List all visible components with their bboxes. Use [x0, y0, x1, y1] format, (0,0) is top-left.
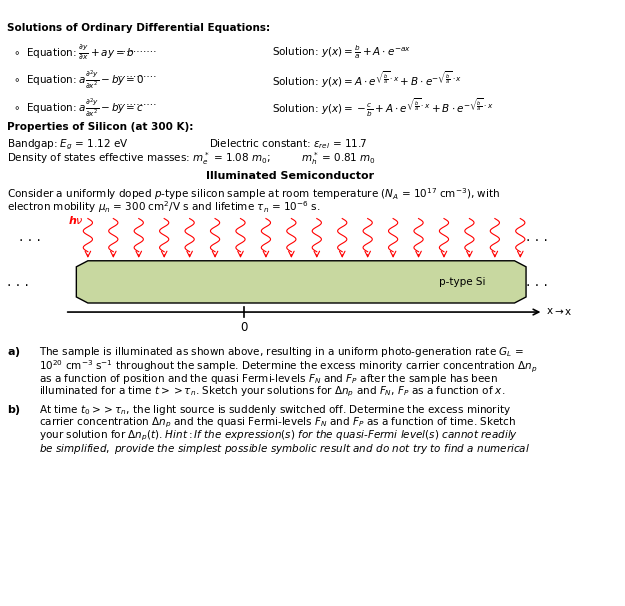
Text: Dielectric constant: $\varepsilon_{rel}$ = 11.7: Dielectric constant: $\varepsilon_{rel}$… [209, 137, 368, 151]
Text: $\mathbf{a)}$: $\mathbf{a)}$ [7, 345, 21, 359]
Text: x: x [546, 307, 552, 316]
Text: your solution for $\Delta n_p(t)$. $\mathit{Hint: If\ the\ expression(s)\ for\ t: your solution for $\Delta n_p(t)$. $\mat… [39, 429, 518, 444]
Text: as a function of position and the quasi Fermi-levels $F_N$ and $F_P$ after the s: as a function of position and the quasi … [39, 371, 498, 386]
Text: ............: ............ [117, 69, 158, 79]
Text: electron mobility $\mu_n$ = 300 cm$^2$/V s and lifetime $\tau_n$ = $10^{-6}$ s.: electron mobility $\mu_n$ = 300 cm$^2$/V… [7, 199, 321, 215]
Text: ............: ............ [117, 97, 158, 107]
Text: $m^*_h$ = 0.81 $m_0$: $m^*_h$ = 0.81 $m_0$ [301, 150, 376, 167]
Text: Bandgap: $E_g$ = 1.12 eV: Bandgap: $E_g$ = 1.12 eV [7, 137, 129, 152]
Text: h$\nu$: h$\nu$ [68, 214, 84, 225]
Text: Properties of Silicon (at 300 K):: Properties of Silicon (at 300 K): [7, 122, 194, 132]
Text: Consider a uniformly doped $p$-type silicon sample at room temperature ($N_A$ = : Consider a uniformly doped $p$-type sili… [7, 187, 500, 202]
Text: p-type Si: p-type Si [439, 277, 486, 287]
Text: $\circ$  Equation: $a\frac{\partial^2 y}{\partial x^2} - by = c$: $\circ$ Equation: $a\frac{\partial^2 y}{… [13, 97, 144, 119]
Text: Solution: $y(x) = -\frac{c}{b} + A \cdot e^{\sqrt{\frac{b}{a}} \cdot x} + B \cdo: Solution: $y(x) = -\frac{c}{b} + A \cdot… [272, 97, 494, 119]
Text: illuminated for a time $t >> \tau_n$. Sketch your solutions for $\Delta n_p$ and: illuminated for a time $t >> \tau_n$. Sk… [39, 385, 505, 399]
Text: At time $t_0 >> \tau_n$, the light source is suddenly switched off. Determine th: At time $t_0 >> \tau_n$, the light sourc… [39, 402, 511, 416]
Text: $\mathbf{b)}$: $\mathbf{b)}$ [7, 402, 21, 416]
Text: carrier concentration $\Delta n_p$ and the quasi Fermi-levels $F_N$ and $F_P$ as: carrier concentration $\Delta n_p$ and t… [39, 416, 516, 430]
Text: . . .: . . . [7, 275, 29, 289]
Text: . . .: . . . [526, 275, 548, 289]
Polygon shape [76, 261, 526, 303]
Text: Solution: $y(x) = \frac{b}{a} + A \cdot e^{-ax}$: Solution: $y(x) = \frac{b}{a} + A \cdot … [272, 44, 411, 61]
Text: Illuminated Semiconductor: Illuminated Semiconductor [206, 171, 374, 182]
Text: The sample is illuminated as shown above, resulting in a uniform photo-generatio: The sample is illuminated as shown above… [39, 345, 524, 359]
Text: . . .: . . . [19, 230, 41, 244]
Text: . . .: . . . [526, 230, 548, 244]
Text: $\mathit{be\ simplified,\ provide\ the\ simplest\ possible\ symbolic\ result\ an: $\mathit{be\ simplified,\ provide\ the\ … [39, 442, 530, 456]
Text: $\circ$  Equation: $a\frac{\partial^2 y}{\partial x^2} - by = 0$: $\circ$ Equation: $a\frac{\partial^2 y}{… [13, 69, 144, 92]
Text: ............: ............ [117, 44, 158, 53]
Text: $\rightarrow$x: $\rightarrow$x [552, 307, 572, 317]
Text: $10^{20}$ cm$^{-3}$ s$^{-1}$ throughout the sample. Determine the excess minorit: $10^{20}$ cm$^{-3}$ s$^{-1}$ throughout … [39, 359, 538, 375]
Text: 0: 0 [240, 321, 248, 334]
Text: Solution: $y(x) = A \cdot e^{\sqrt{\frac{b}{a}} \cdot x} + B \cdot e^{-\sqrt{\fr: Solution: $y(x) = A \cdot e^{\sqrt{\frac… [272, 69, 462, 90]
Text: Solutions of Ordinary Differential Equations:: Solutions of Ordinary Differential Equat… [7, 22, 270, 33]
Text: $\circ$  Equation: $\frac{\partial y}{\partial x} + ay = b$: $\circ$ Equation: $\frac{\partial y}{\pa… [13, 44, 134, 62]
Text: Density of states effective masses: $m^*_e$ = 1.08 $m_0$;: Density of states effective masses: $m^*… [7, 150, 271, 167]
